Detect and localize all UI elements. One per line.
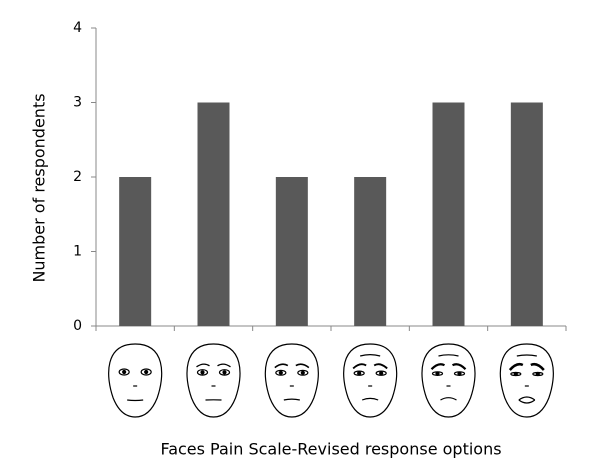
brow: [217, 363, 231, 368]
face-icon: [499, 343, 554, 418]
face-outline: [108, 343, 163, 418]
pupil: [379, 371, 384, 376]
brow: [295, 363, 310, 369]
face-outline: [499, 343, 554, 418]
eye: [353, 370, 365, 376]
pupil: [357, 371, 362, 376]
pupil: [222, 370, 227, 375]
face-icon: [186, 343, 241, 418]
eye: [297, 369, 309, 376]
pupil: [200, 370, 205, 375]
eye: [118, 368, 130, 376]
brow: [373, 363, 388, 370]
brow: [274, 363, 289, 369]
pupil: [300, 370, 305, 375]
bar: [432, 102, 465, 326]
bar: [275, 177, 308, 326]
mouth: [283, 398, 300, 401]
face-icon: [264, 343, 319, 418]
bar: [510, 102, 543, 326]
eye: [275, 369, 287, 376]
brow: [508, 362, 524, 371]
pupil: [144, 369, 149, 375]
mouth: [518, 396, 536, 401]
pupil: [278, 370, 283, 375]
eye: [196, 369, 209, 376]
brow: [430, 363, 446, 370]
bar: [354, 177, 387, 326]
mouth-open: [518, 399, 536, 404]
pupil: [535, 371, 540, 377]
face-outline: [186, 343, 241, 418]
mouth: [127, 399, 144, 402]
face-icon: [343, 343, 398, 418]
wrinkle: [516, 354, 537, 357]
x-axis-title: Faces Pain Scale-Revised response option…: [160, 440, 501, 459]
y-axis-title: Number of respondents: [30, 93, 49, 282]
y-tick-label: 3: [73, 95, 82, 111]
brow: [352, 363, 367, 370]
brow: [196, 363, 210, 368]
eye: [218, 369, 231, 376]
y-tick-label: 2: [73, 169, 82, 185]
face-outline: [421, 343, 476, 418]
bar: [197, 102, 230, 326]
brow: [530, 362, 545, 371]
face-outline: [343, 343, 398, 418]
y-tick-label: 0: [73, 318, 82, 334]
bar: [119, 177, 152, 326]
pupil: [513, 371, 518, 377]
wrinkle: [438, 354, 459, 357]
face-icon: [421, 343, 476, 418]
face-icon: [108, 343, 163, 418]
brow: [451, 363, 467, 370]
y-tick-label: 4: [73, 20, 82, 36]
eye: [140, 368, 152, 376]
pupil: [457, 371, 462, 376]
eye: [375, 370, 387, 376]
pupil: [435, 371, 440, 376]
mouth: [440, 397, 457, 401]
mouth: [361, 397, 379, 401]
face-outline: [264, 343, 319, 418]
pupil: [122, 369, 127, 375]
wrinkle: [360, 354, 381, 357]
y-tick-label: 1: [73, 244, 82, 260]
